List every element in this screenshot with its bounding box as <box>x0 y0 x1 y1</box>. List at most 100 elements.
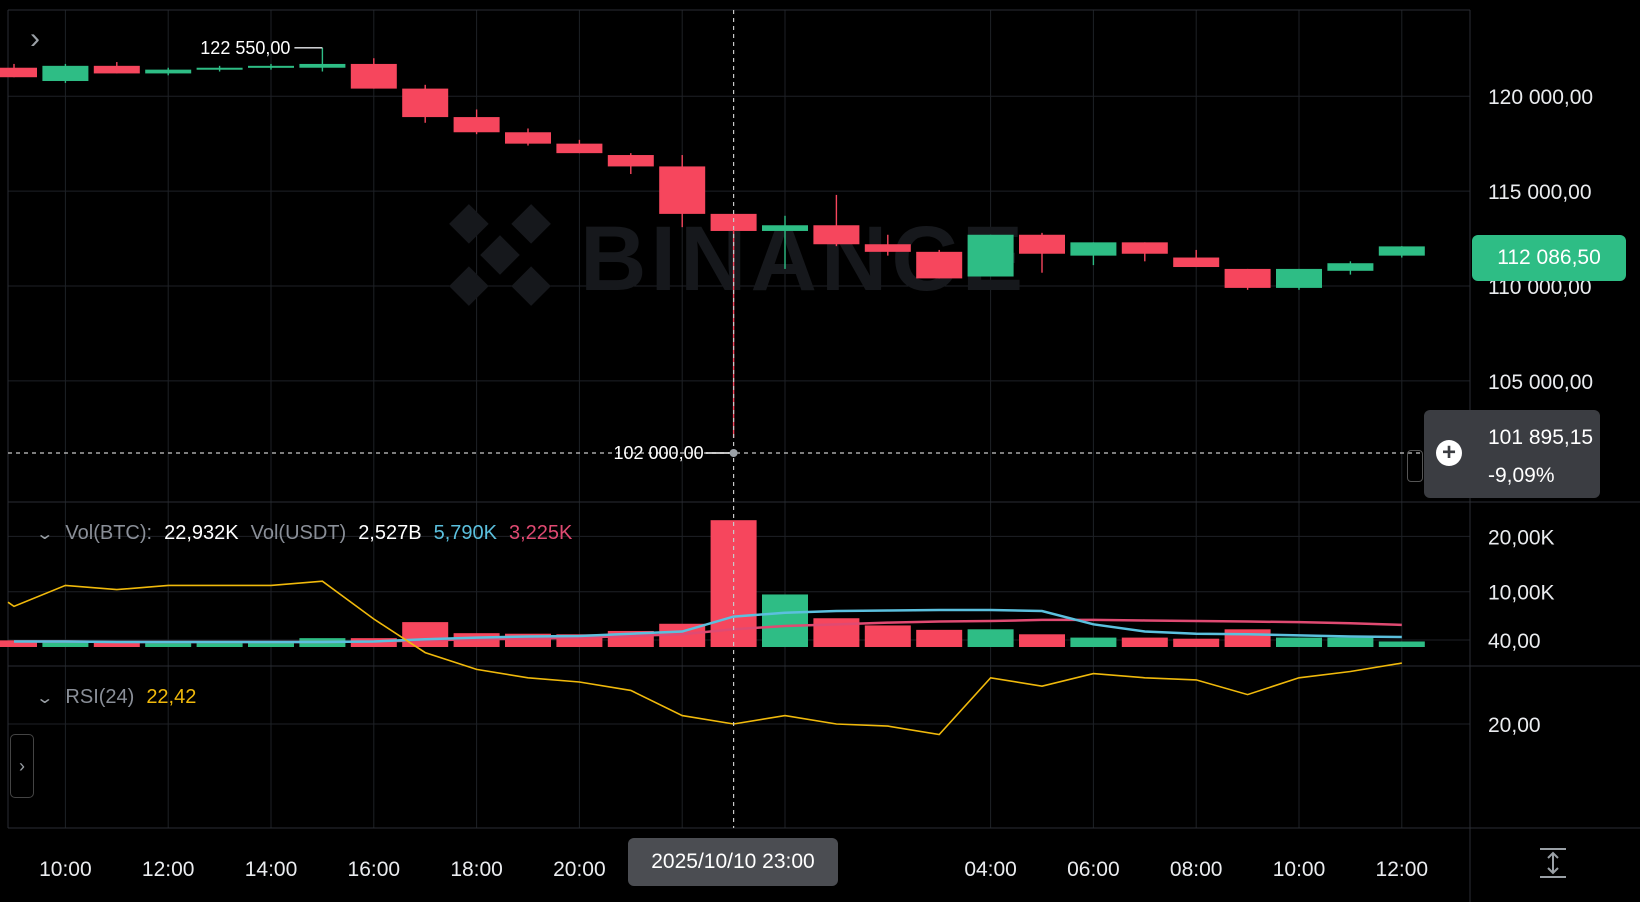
time-axis-label: 20:00 <box>553 858 606 881</box>
candle[interactable] <box>864 244 911 252</box>
crosshair-time-tag: 2025/10/10 23:00 <box>628 838 838 886</box>
candle[interactable] <box>967 234 1014 277</box>
candle[interactable] <box>505 132 551 144</box>
volume-axis-label: 20,00K <box>1488 526 1555 549</box>
candle[interactable] <box>1121 242 1168 254</box>
time-axis-label: 06:00 <box>1067 858 1120 881</box>
volume-bar[interactable] <box>196 643 243 647</box>
candle[interactable] <box>1019 234 1065 254</box>
candle[interactable] <box>813 225 860 245</box>
volume-bar[interactable] <box>145 643 192 647</box>
chevron-down-icon[interactable]: ⌄ <box>35 525 55 543</box>
volume-bar[interactable] <box>864 625 911 647</box>
candle[interactable] <box>659 166 706 214</box>
crosshair: 102 000,00 <box>8 10 1424 828</box>
candle[interactable] <box>196 67 243 70</box>
low-marker-label: 102 000,00 <box>614 443 704 463</box>
vol-btc-label: Vol(BTC): <box>65 522 153 544</box>
candle[interactable] <box>145 69 192 74</box>
candlestick-series[interactable] <box>0 47 1425 438</box>
candle[interactable] <box>1327 263 1374 271</box>
volume-bar[interactable] <box>1019 634 1065 647</box>
price-axis-label: 120 000,00 <box>1488 86 1593 109</box>
vol-ma-slow-value: 3,225K <box>508 522 573 544</box>
logo-part <box>449 266 489 306</box>
time-axis-label: 10:00 <box>39 858 92 881</box>
crosshair-percent: -9,09% <box>1488 464 1555 487</box>
volume-bar[interactable] <box>402 622 449 647</box>
volume-axis-label: 10,00K <box>1488 582 1555 605</box>
alert-marker-icon[interactable] <box>1407 450 1423 482</box>
candle[interactable] <box>453 117 500 133</box>
vol-usdt-value: 2,527B <box>358 522 422 544</box>
high-marker-label: 122 550,00 <box>200 38 290 58</box>
fit-scale-icon[interactable] <box>1538 846 1568 880</box>
volume-bar[interactable] <box>1070 637 1117 647</box>
add-alert-plus-icon[interactable]: + <box>1436 440 1462 466</box>
candle[interactable] <box>1276 268 1322 288</box>
rsi-series[interactable] <box>7 580 1402 736</box>
candle[interactable] <box>556 143 603 154</box>
time-axis-label: 18:00 <box>450 858 503 881</box>
chevron-down-icon[interactable]: ⌄ <box>35 689 55 707</box>
rsi-axis-label: 20,00 <box>1488 714 1541 737</box>
volume-bar[interactable] <box>1378 641 1425 647</box>
price-axis-label: 105 000,00 <box>1488 371 1593 394</box>
volume-bar[interactable] <box>93 642 140 647</box>
crosshair-price: 101 895,15 <box>1488 426 1594 449</box>
rsi-axis-label: 40,00 <box>1488 630 1541 653</box>
rsi-value: 22,42 <box>146 686 197 708</box>
grid <box>7 9 1640 902</box>
volume-bar[interactable] <box>1173 638 1220 647</box>
candle[interactable] <box>1070 242 1117 256</box>
volume-bar[interactable] <box>1276 637 1322 647</box>
collapse-legend-chevron-icon[interactable]: › <box>30 22 40 55</box>
candle[interactable] <box>42 65 89 82</box>
logo-part <box>511 204 551 244</box>
price-axis-label: 115 000,00 <box>1488 181 1592 204</box>
candle[interactable] <box>402 88 449 118</box>
logo-part <box>511 266 551 306</box>
time-axis-label: 12:00 <box>1376 858 1429 881</box>
candle[interactable] <box>1224 268 1271 288</box>
time-axis-label: 04:00 <box>964 858 1017 881</box>
time-axis-label: 08:00 <box>1170 858 1223 881</box>
candle[interactable] <box>299 63 346 68</box>
time-axis-label: 14:00 <box>245 858 298 881</box>
volume-legend: ⌄ Vol(BTC): 22,932K Vol(USDT) 2,527B 5,7… <box>35 522 573 545</box>
volume-bar[interactable] <box>916 629 963 647</box>
crosshair-price-tag[interactable]: + 101 895,15 -9,09% <box>1424 410 1600 498</box>
volume-bar[interactable] <box>248 642 294 647</box>
volume-bar[interactable] <box>42 642 89 647</box>
candle[interactable] <box>93 65 140 74</box>
volume-bar[interactable] <box>967 629 1014 647</box>
candle[interactable] <box>1173 257 1220 268</box>
candle[interactable] <box>1378 246 1425 256</box>
logo-part <box>449 204 489 244</box>
volume-bar[interactable] <box>1224 629 1271 647</box>
time-axis-label: 16:00 <box>348 858 401 881</box>
candle[interactable] <box>710 213 757 231</box>
time-axis-label: 12:00 <box>142 858 195 881</box>
rsi-legend: ⌄ RSI(24) 22,42 <box>35 686 197 709</box>
price-axis-label: 110 000,00 <box>1488 276 1592 299</box>
logo-part <box>480 235 520 275</box>
candle[interactable] <box>607 155 654 167</box>
candle[interactable] <box>916 251 963 279</box>
volume-bar[interactable] <box>1121 637 1168 647</box>
volume-bar[interactable] <box>762 594 808 647</box>
binance-logo-icon <box>449 204 551 306</box>
vol-btc-value: 22,932K <box>164 522 239 544</box>
candle[interactable] <box>0 67 37 78</box>
volume-bar[interactable] <box>0 640 37 647</box>
candle[interactable] <box>350 63 397 89</box>
candle[interactable] <box>762 225 808 231</box>
volume-bar[interactable] <box>1327 637 1374 647</box>
vol-ma-fast-value: 5,790K <box>433 522 497 544</box>
time-axis-label: 10:00 <box>1273 858 1326 881</box>
candle[interactable] <box>248 65 294 68</box>
crosshair-dot <box>729 449 738 457</box>
rsi-label: RSI(24) <box>65 686 135 708</box>
expand-panel-chevron-icon[interactable]: › <box>10 734 34 798</box>
